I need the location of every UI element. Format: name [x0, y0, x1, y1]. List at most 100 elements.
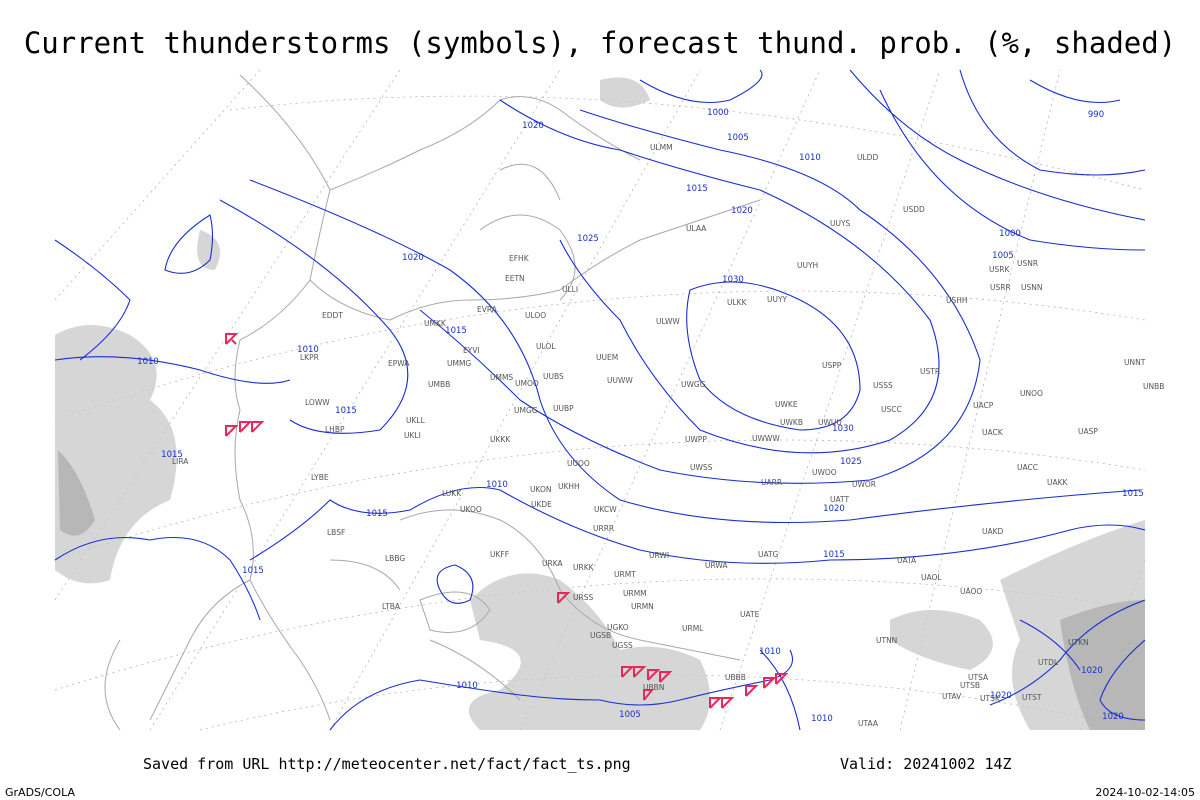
- station-code: USCC: [881, 405, 902, 414]
- station-code: EETN: [505, 274, 525, 283]
- station-code: URMM: [623, 589, 647, 598]
- station-code: UAOO: [960, 587, 982, 596]
- isobar-label: 1020: [402, 253, 424, 263]
- station-code: LBSF: [327, 528, 345, 537]
- station-code: UWPP: [685, 435, 707, 444]
- isobar-label: 1005: [727, 133, 749, 143]
- station-code: UAKK: [1047, 478, 1069, 487]
- station-code: UACK: [982, 428, 1004, 437]
- station-code: UMMS: [490, 373, 513, 382]
- isobar-label: 1000: [707, 108, 729, 118]
- station-code: LTBA: [382, 602, 401, 611]
- station-code: UWKB: [780, 418, 803, 427]
- station-code: UUYH: [797, 261, 818, 270]
- isobar-label: 1015: [1122, 489, 1144, 499]
- station-code: EDDT: [322, 311, 343, 320]
- station-code: USSS: [873, 381, 893, 390]
- station-code: UBBB: [725, 673, 746, 682]
- station-code: UTSA: [968, 673, 989, 682]
- thunderstorm-symbols: [225, 333, 789, 709]
- station-code: EPWA: [388, 359, 410, 368]
- station-code: UTKN: [1068, 638, 1089, 647]
- station-code: UKLI: [404, 431, 421, 440]
- station-code: LBBG: [385, 554, 405, 563]
- station-code: UTSB: [960, 681, 980, 690]
- station-code: UUOO: [567, 459, 590, 468]
- isobar-label: 1030: [832, 424, 854, 434]
- isobar-label: 1005: [619, 710, 641, 720]
- isobar-label: 1015: [686, 184, 708, 194]
- station-code: URKA: [542, 559, 563, 568]
- station-code: UGSB: [590, 631, 611, 640]
- isobar-label: 1010: [799, 153, 821, 163]
- station-code: USPP: [822, 361, 842, 370]
- station-code: UBBN: [643, 683, 664, 692]
- station-code: UMOO: [515, 379, 539, 388]
- station-code: UTNN: [876, 636, 897, 645]
- isobar-labels: 1020 1000 1005 1010 1015 1020 1025 1030 1000 1005…: [137, 108, 1144, 724]
- station-code: UTST: [1022, 693, 1042, 702]
- station-code: ULOL: [536, 342, 556, 351]
- station-code: UMBB: [428, 380, 450, 389]
- map-frame: [54, 69, 1146, 731]
- station-code: UTDL: [1038, 658, 1059, 667]
- station-code: LYBE: [311, 473, 329, 482]
- station-code: UWOO: [812, 468, 837, 477]
- isobar-label: 1020: [522, 121, 544, 131]
- isobar-label: 1010: [759, 647, 781, 657]
- station-code: UATA: [897, 556, 917, 565]
- station-code: URMN: [631, 602, 654, 611]
- station-code: LOWW: [305, 398, 330, 407]
- isobar-label: 1015: [335, 406, 357, 416]
- station-code: UTAA: [858, 719, 879, 728]
- station-code: EFHK: [509, 254, 530, 263]
- isobar-label: 1010: [456, 681, 478, 691]
- station-code: ULAA: [686, 224, 707, 233]
- timestamp: 2024-10-02-14:05: [1095, 786, 1195, 799]
- station-code: UNNT: [1124, 358, 1146, 367]
- isobar-label: 1015: [242, 566, 264, 576]
- station-code: UUEM: [596, 353, 618, 362]
- station-code: URSS: [573, 593, 593, 602]
- isobar-label: 1010: [811, 714, 833, 724]
- station-code: UKFF: [490, 550, 509, 559]
- station-code: UTAV: [942, 692, 962, 701]
- station-code: ULWW: [656, 317, 680, 326]
- station-code: UTSK: [980, 694, 1001, 703]
- station-code: USRK: [989, 265, 1010, 274]
- isobar-label: 1020: [1102, 712, 1124, 722]
- station-code: UUYS: [830, 219, 851, 228]
- station-code: UUBS: [543, 372, 564, 381]
- station-code: ULDD: [857, 153, 878, 162]
- station-code: UUWW: [607, 376, 633, 385]
- station-code: UAKD: [982, 527, 1004, 536]
- station-code: URWA: [705, 561, 728, 570]
- station-code: UACC: [1017, 463, 1038, 472]
- isobar-label: 990: [1088, 110, 1104, 120]
- station-code: ULOO: [525, 311, 546, 320]
- isobar-label: 1020: [1081, 666, 1103, 676]
- software-credit: GrADS/COLA: [5, 786, 75, 799]
- isobar-label: 1020: [990, 691, 1012, 701]
- station-code: UNOO: [1020, 389, 1043, 398]
- station-code: UUYY: [767, 295, 788, 304]
- isobar-label: 1010: [297, 345, 319, 355]
- source-url: Saved from URL http://meteocenter.net/fa…: [143, 755, 631, 773]
- isobar-label: 1015: [161, 450, 183, 460]
- station-code: UGKO: [607, 623, 629, 632]
- isobar-label: 1025: [577, 234, 599, 244]
- isobar-label: 1015: [445, 326, 467, 336]
- isobar-label: 1020: [731, 206, 753, 216]
- isobar-label: 1010: [137, 357, 159, 367]
- station-code: UATT: [830, 495, 849, 504]
- isobar-label: 1010: [486, 480, 508, 490]
- station-code: UMMG: [447, 359, 471, 368]
- station-code: URML: [682, 624, 704, 633]
- isobar-label: 1000: [999, 229, 1021, 239]
- station-code: UMGG: [514, 406, 538, 415]
- station-code: ULLI: [562, 285, 578, 294]
- station-code: UKKK: [490, 435, 511, 444]
- isobar-label: 1005: [992, 251, 1014, 261]
